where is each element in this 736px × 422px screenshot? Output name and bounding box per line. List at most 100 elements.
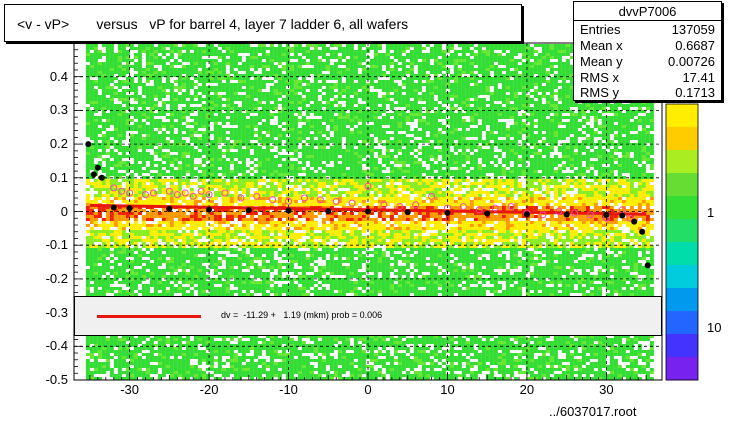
- heatmap-cell: [229, 338, 234, 341]
- heatmap-cell: [161, 362, 166, 365]
- heatmap-cell: [121, 194, 126, 197]
- heatmap-cell: [297, 293, 302, 296]
- heatmap-cell: [221, 68, 226, 71]
- heatmap-cell: [193, 239, 198, 242]
- heatmap-cell: [185, 128, 190, 131]
- heatmap-cell: [153, 185, 158, 188]
- heatmap-cell: [129, 203, 134, 206]
- heatmap-cell: [129, 350, 134, 353]
- heatmap-cell: [177, 53, 182, 56]
- heatmap-cell: [205, 362, 210, 365]
- heatmap-cell: [201, 350, 206, 353]
- heatmap-cell: [117, 164, 122, 167]
- heatmap-cell: [197, 89, 202, 92]
- heatmap-cell: [213, 71, 218, 74]
- heatmap-cell: [93, 368, 98, 371]
- heatmap-cell: [241, 170, 246, 173]
- heatmap-cell: [225, 218, 230, 221]
- heatmap-cell: [149, 254, 154, 257]
- heatmap-cell: [281, 65, 286, 68]
- heatmap-cell: [173, 134, 178, 137]
- heatmap-cell: [249, 362, 254, 365]
- heatmap-cell: [193, 182, 198, 185]
- heatmap-cell: [185, 65, 190, 68]
- heatmap-cell: [165, 275, 170, 278]
- heatmap-cell: [265, 140, 270, 143]
- heatmap-cell: [145, 131, 150, 134]
- heatmap-cell: [177, 353, 182, 356]
- heatmap-cell: [237, 275, 242, 278]
- heatmap-cell: [201, 137, 206, 140]
- heatmap-cell: [193, 56, 198, 59]
- heatmap-cell: [245, 80, 250, 83]
- heatmap-cell: [105, 290, 110, 293]
- heatmap-cell: [237, 128, 242, 131]
- heatmap-cell: [121, 98, 126, 101]
- heatmap-cell: [289, 374, 294, 377]
- heatmap-cell: [161, 233, 166, 236]
- heatmap-cell: [105, 140, 110, 143]
- heatmap-cell: [193, 221, 198, 224]
- heatmap-cell: [221, 218, 226, 221]
- heatmap-cell: [97, 335, 102, 338]
- heatmap-cell: [189, 374, 194, 377]
- heatmap-cell: [149, 86, 154, 89]
- heatmap-cell: [285, 68, 290, 71]
- heatmap-cell: [257, 59, 262, 62]
- heatmap-cell: [285, 137, 290, 140]
- heatmap-cell: [125, 119, 130, 122]
- heatmap-cell: [169, 212, 174, 215]
- heatmap-cell: [285, 167, 290, 170]
- heatmap-cell: [281, 83, 286, 86]
- heatmap-cell: [285, 227, 290, 230]
- heatmap-cell: [153, 338, 158, 341]
- heatmap-cell: [141, 68, 146, 71]
- heatmap-cell: [281, 155, 286, 158]
- heatmap-cell: [297, 371, 302, 374]
- heatmap-cell: [129, 263, 134, 266]
- heatmap-cell: [117, 131, 122, 134]
- heatmap-cell: [289, 95, 294, 98]
- heatmap-cell: [185, 179, 190, 182]
- heatmap-cell: [125, 179, 130, 182]
- heatmap-cell: [297, 242, 302, 245]
- heatmap-cell: [185, 164, 190, 167]
- heatmap-cell: [225, 188, 230, 191]
- heatmap-cell: [125, 350, 130, 353]
- heatmap-cell: [261, 128, 266, 131]
- heatmap-cell: [165, 56, 170, 59]
- heatmap-cell: [177, 227, 182, 230]
- heatmap-cell: [161, 335, 166, 338]
- heatmap-cell: [117, 161, 122, 164]
- heatmap-cell: [181, 260, 186, 263]
- heatmap-cell: [281, 77, 286, 80]
- heatmap-cell: [293, 173, 298, 176]
- heatmap-cell: [121, 272, 126, 275]
- heatmap-cell: [257, 149, 262, 152]
- heatmap-cell: [89, 221, 94, 224]
- heatmap-cell: [241, 248, 246, 251]
- heatmap-cell: [97, 254, 102, 257]
- heatmap-cell: [285, 191, 290, 194]
- heatmap-cell: [85, 344, 90, 347]
- heatmap-cell: [257, 272, 262, 275]
- heatmap-cell: [237, 113, 242, 116]
- heatmap-cell: [113, 62, 118, 65]
- heatmap-cell: [185, 113, 190, 116]
- heatmap-cell: [201, 77, 206, 80]
- heatmap-cell: [105, 137, 110, 140]
- heatmap-cell: [169, 95, 174, 98]
- heatmap-cell: [125, 254, 130, 257]
- heatmap-cell: [233, 188, 238, 191]
- heatmap-cell: [289, 161, 294, 164]
- heatmap-cell: [213, 152, 218, 155]
- heatmap-cell: [161, 53, 166, 56]
- heatmap-cell: [157, 293, 162, 296]
- heatmap-cell: [289, 164, 294, 167]
- heatmap-cell: [149, 101, 154, 104]
- heatmap-cell: [93, 239, 98, 242]
- heatmap-cell: [229, 233, 234, 236]
- heatmap-cell: [265, 116, 270, 119]
- heatmap-cell: [301, 287, 306, 290]
- heatmap-cell: [113, 254, 118, 257]
